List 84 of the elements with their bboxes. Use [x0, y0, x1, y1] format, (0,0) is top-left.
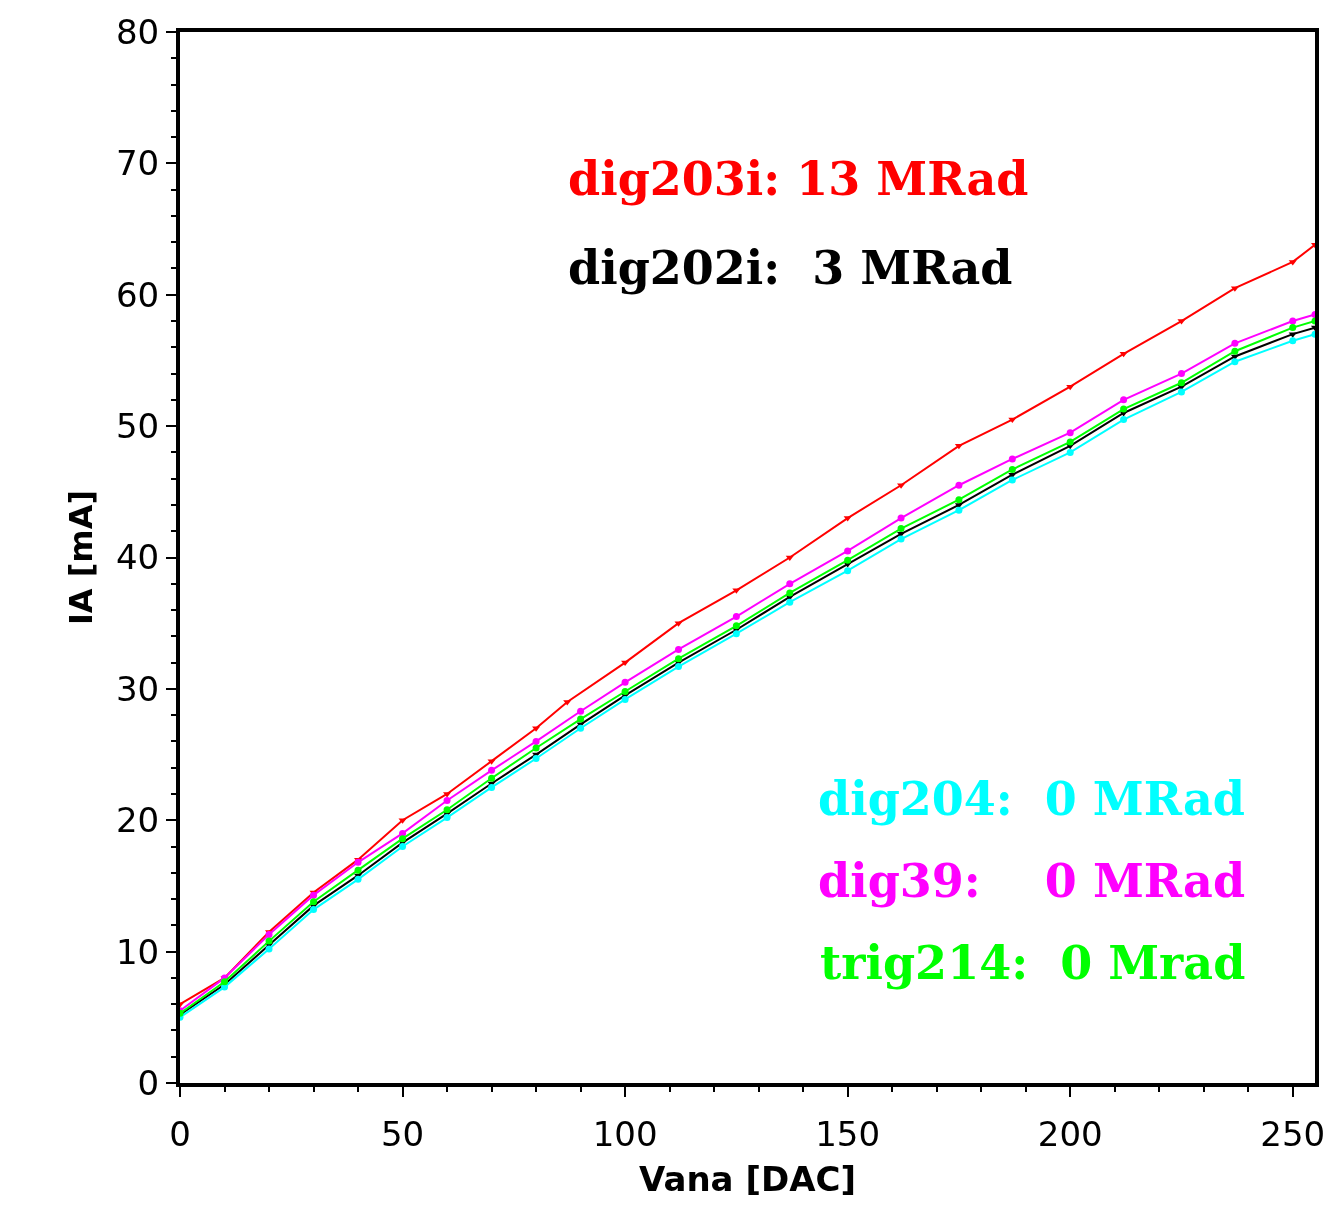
point: [1008, 417, 1017, 424]
y-tick-label: 70: [115, 143, 160, 184]
point: [844, 547, 852, 555]
point: [955, 496, 963, 504]
point: [399, 835, 407, 843]
point: [532, 744, 540, 752]
point: [1008, 476, 1016, 484]
point: [310, 906, 318, 914]
point: [488, 774, 496, 782]
point: [897, 514, 905, 522]
y-tick-label: 30: [115, 668, 160, 709]
y-tick-label: 10: [115, 931, 160, 972]
point: [1289, 317, 1297, 325]
point: [1066, 384, 1075, 391]
point: [732, 630, 740, 638]
point: [532, 737, 540, 745]
y-tick-label: 0: [137, 1062, 160, 1103]
x-tick-label: 250: [1260, 1113, 1326, 1154]
x-tick-label: 100: [592, 1113, 658, 1154]
point: [786, 589, 794, 597]
point: [577, 707, 585, 715]
point: [443, 806, 451, 814]
text: dig203i: 13 MRad: [568, 152, 1029, 206]
point: [443, 814, 451, 822]
point: [399, 843, 407, 851]
point: [1008, 465, 1016, 473]
point: [1177, 379, 1185, 387]
point: [1289, 324, 1297, 332]
point: [897, 525, 905, 533]
point: [897, 535, 905, 543]
x-tick-label: 150: [815, 1113, 881, 1154]
point: [265, 937, 273, 945]
point: [310, 898, 318, 906]
text: trig214: 0 Mrad: [820, 936, 1246, 990]
text: dig204: 0 MRad: [818, 772, 1246, 826]
point: [1120, 405, 1128, 413]
y-tick-label: 80: [115, 11, 160, 52]
point: [621, 660, 630, 667]
x-axis-title: Vana [DAC]: [639, 1158, 856, 1199]
point: [675, 645, 683, 653]
point: [1231, 358, 1239, 366]
point: [577, 715, 585, 723]
point: [354, 875, 362, 883]
point: [844, 567, 852, 575]
point: [1177, 370, 1185, 378]
point: [732, 613, 740, 621]
point: [621, 688, 629, 695]
y-tick-label: 60: [115, 274, 160, 315]
x-tick-label: 0: [169, 1113, 191, 1154]
point: [1066, 438, 1074, 446]
point: [786, 580, 794, 588]
y-tick-label: 20: [115, 800, 160, 841]
point: [955, 481, 963, 489]
point: [1120, 416, 1128, 424]
point: [1177, 388, 1185, 396]
point: [621, 678, 629, 686]
point: [1066, 448, 1074, 456]
point: [844, 556, 852, 564]
point: [1289, 337, 1297, 345]
point: [488, 783, 496, 791]
point: [1231, 347, 1239, 355]
point: [221, 978, 229, 986]
y-axis-title: IA [mA]: [61, 489, 100, 626]
point: [786, 598, 794, 606]
point: [443, 797, 451, 805]
point: [488, 766, 496, 774]
point: [354, 866, 362, 874]
point: [621, 695, 629, 703]
point: [675, 663, 683, 671]
x-tick-label: 200: [1037, 1113, 1103, 1154]
point: [265, 945, 273, 953]
text: dig202i: 3 MRad: [568, 241, 1013, 295]
y-tick-label: 50: [115, 406, 160, 447]
point: [577, 724, 585, 732]
point: [732, 622, 740, 630]
y-tick-label: 40: [115, 537, 160, 578]
point: [1008, 455, 1016, 463]
point: [1231, 339, 1239, 347]
text: dig39: 0 MRad: [818, 854, 1246, 908]
x-tick-label: 50: [380, 1113, 425, 1154]
point: [675, 655, 683, 663]
point: [1120, 396, 1128, 404]
point: [1066, 429, 1074, 437]
point: [955, 506, 963, 514]
